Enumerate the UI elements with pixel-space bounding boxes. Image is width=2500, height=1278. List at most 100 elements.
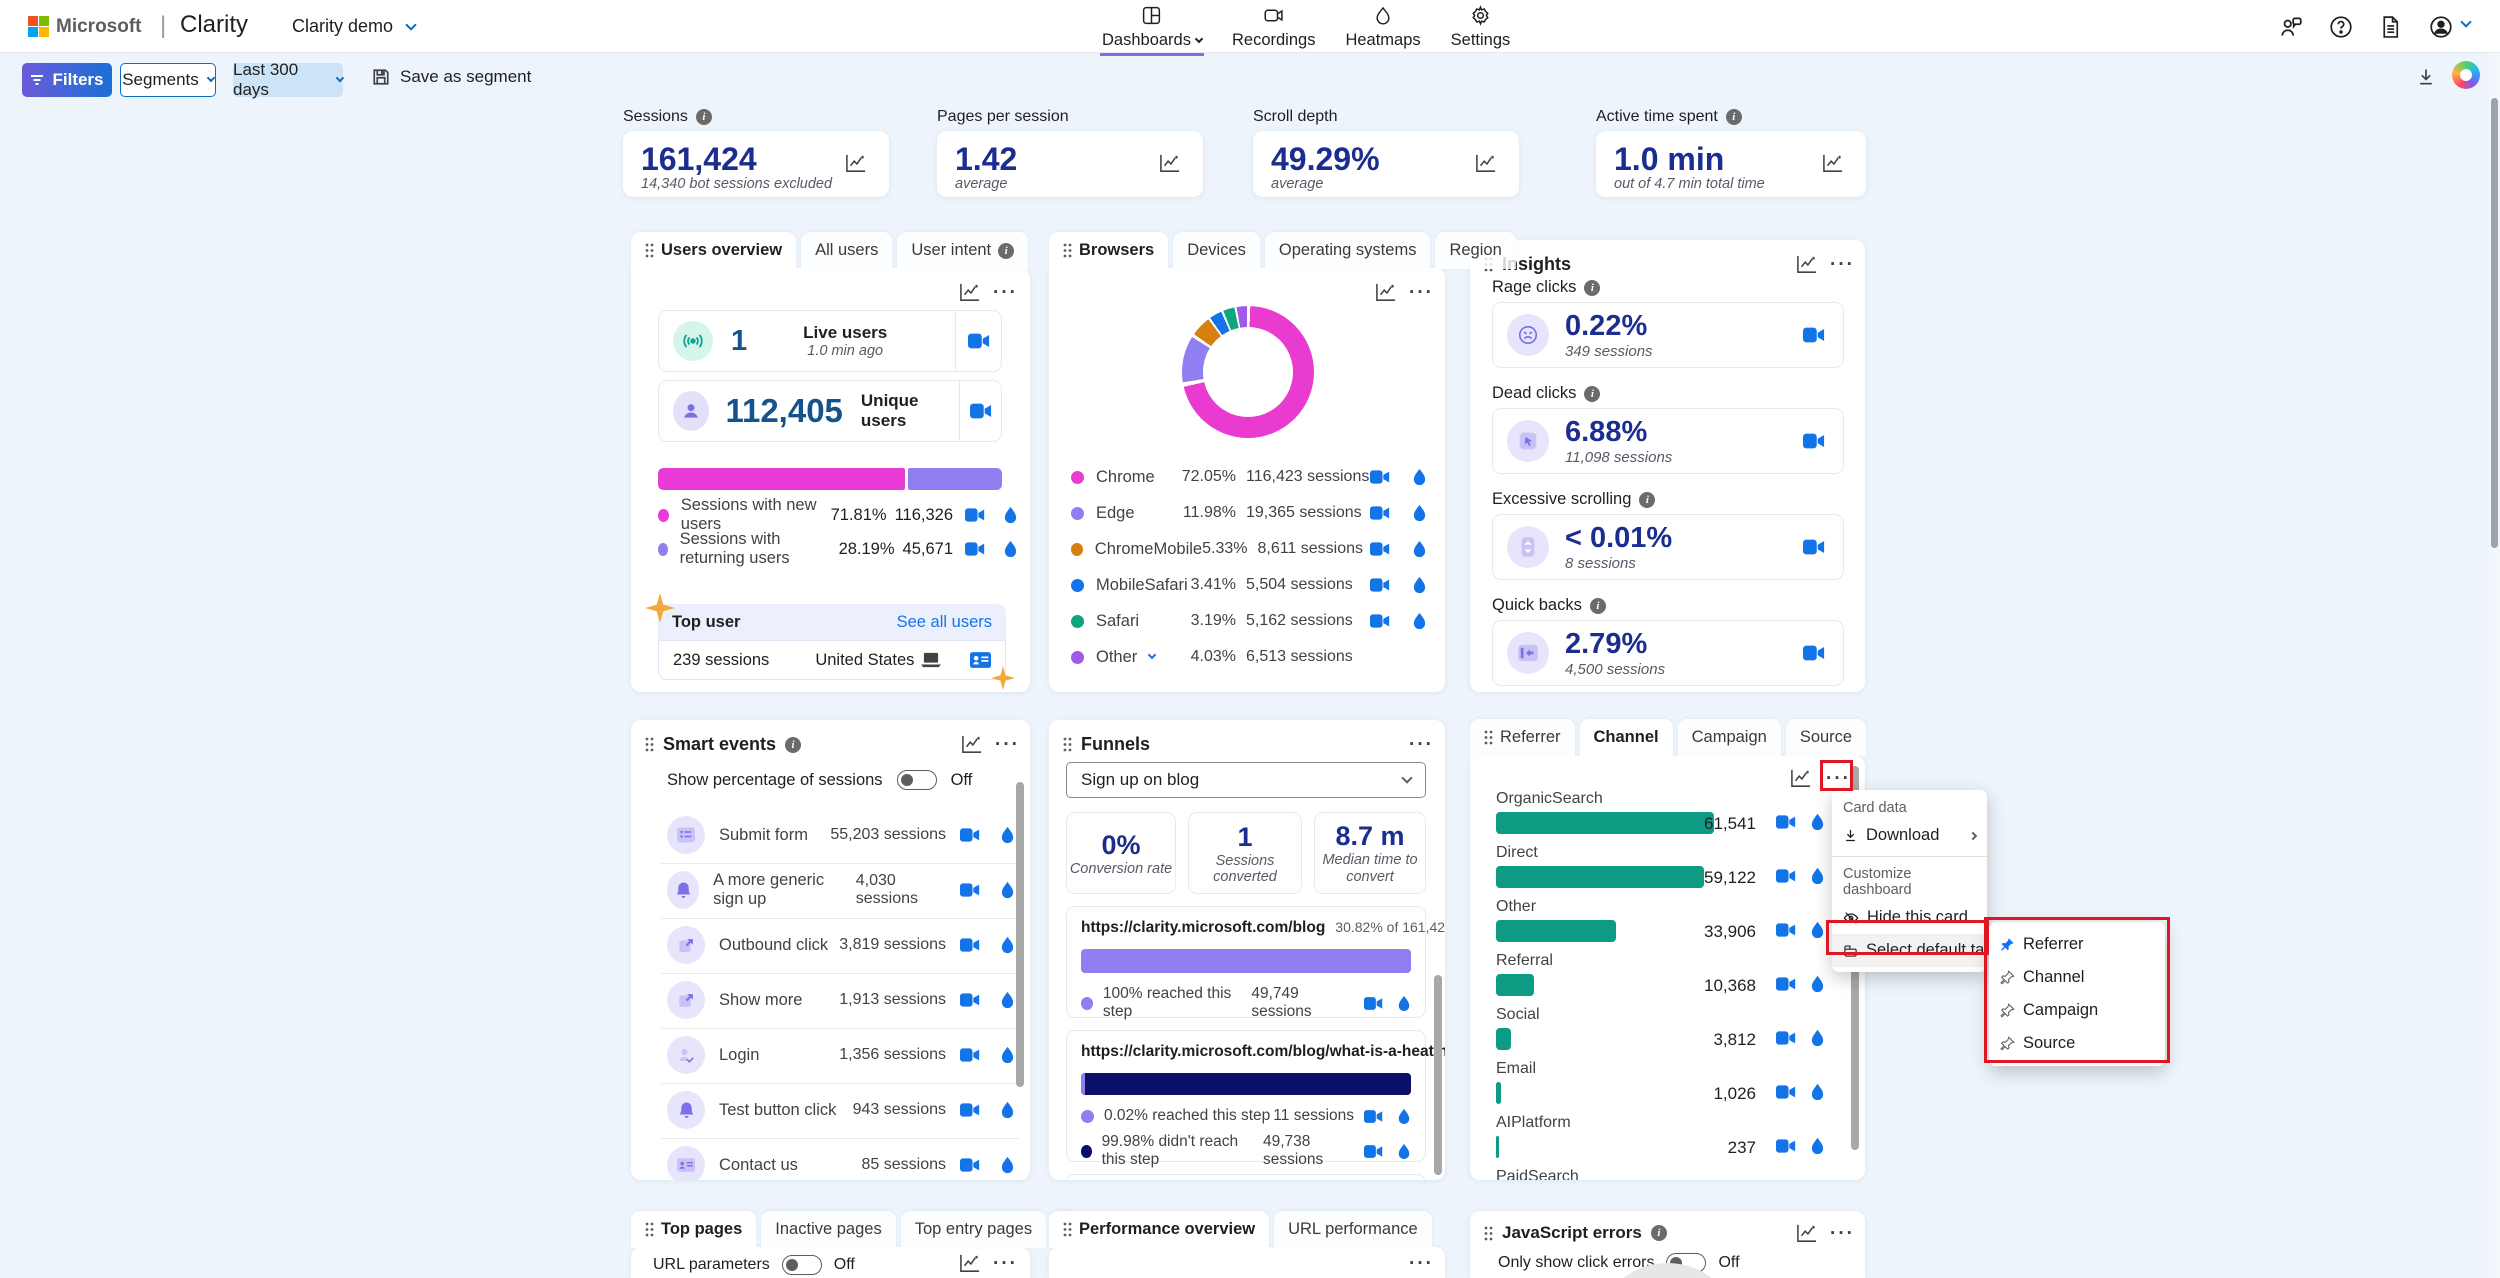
heatmap-icon[interactable]: [1810, 1137, 1825, 1155]
watch-recordings-icon[interactable]: [960, 1102, 980, 1118]
drag-handle-icon[interactable]: [645, 243, 654, 258]
heatmap-icon[interactable]: [1810, 867, 1825, 885]
heatmap-icon[interactable]: [1000, 881, 1015, 899]
watch-recordings-icon[interactable]: [960, 937, 980, 953]
submenu-item-campaign[interactable]: Campaign: [1989, 994, 2165, 1027]
card-menu-button[interactable]: ···: [993, 1253, 1018, 1274]
nav-settings[interactable]: Settings: [1449, 3, 1513, 56]
watch-recordings-icon[interactable]: [1370, 469, 1390, 485]
nav-recordings[interactable]: Recordings: [1230, 3, 1317, 56]
watch-recordings-icon[interactable]: [965, 541, 985, 557]
heatmap-icon[interactable]: [1397, 995, 1411, 1012]
watch-recordings-icon[interactable]: [1803, 538, 1825, 556]
trend-icon[interactable]: [1796, 254, 1818, 274]
card-scrollbar-thumb[interactable]: [1434, 975, 1442, 1175]
trend-icon[interactable]: [1796, 1223, 1818, 1243]
info-icon[interactable]: i: [1584, 279, 1601, 296]
heatmap-icon[interactable]: [1397, 1143, 1411, 1160]
tab-inactive-pages[interactable]: Inactive pages: [761, 1211, 896, 1248]
watch-recordings-icon[interactable]: [960, 992, 980, 1008]
top-user-row[interactable]: 239 sessions United States: [658, 640, 1006, 680]
trend-icon[interactable]: [959, 282, 981, 302]
watch-recordings-icon[interactable]: [965, 507, 985, 523]
heatmap-icon[interactable]: [1000, 1156, 1015, 1174]
funnel-selector[interactable]: Sign up on blog: [1066, 762, 1426, 798]
tab-performance-overview[interactable]: Performance overview: [1049, 1211, 1270, 1248]
card-scrollbar-thumb[interactable]: [1016, 782, 1024, 1087]
download-dashboard-icon[interactable]: [2416, 67, 2436, 87]
tab-all-users[interactable]: All users: [801, 232, 893, 269]
menu-item-select-default-tab[interactable]: Select default tab: [1832, 934, 2006, 967]
info-icon[interactable]: i: [1589, 597, 1606, 614]
info-icon[interactable]: i: [1725, 109, 1742, 125]
heatmap-icon[interactable]: [1397, 1108, 1411, 1125]
heatmap-icon[interactable]: [1000, 1101, 1015, 1119]
tab-browsers[interactable]: Browsers: [1049, 232, 1169, 269]
card-menu-button[interactable]: ···: [993, 282, 1018, 303]
nav-heatmaps[interactable]: Heatmaps: [1343, 3, 1422, 56]
page-scrollbar[interactable]: [2489, 53, 2500, 1278]
help-icon[interactable]: [2328, 14, 2354, 40]
watch-recordings-icon[interactable]: [960, 1047, 980, 1063]
info-icon[interactable]: i: [1650, 1225, 1667, 1241]
heatmap-icon[interactable]: [1412, 468, 1427, 486]
channel-bar[interactable]: [1496, 812, 1714, 834]
watch-recordings-icon[interactable]: [955, 311, 1001, 371]
watch-recordings-icon[interactable]: [1370, 577, 1390, 593]
card-menu-button[interactable]: ···: [1409, 734, 1434, 755]
drag-handle-icon[interactable]: [1484, 1226, 1493, 1241]
user-profile-card-icon[interactable]: [970, 652, 991, 668]
date-range-dropdown[interactable]: Last 300 days: [233, 60, 345, 99]
tab-devices[interactable]: Devices: [1173, 232, 1260, 269]
drag-handle-icon[interactable]: [645, 737, 654, 752]
trend-icon[interactable]: [1475, 153, 1497, 173]
watch-recordings-icon[interactable]: [1776, 1138, 1796, 1154]
tab-user-intent[interactable]: User intent i: [897, 232, 1029, 269]
channel-bar[interactable]: [1496, 974, 1534, 996]
trend-icon[interactable]: [1790, 768, 1812, 788]
copilot-icon[interactable]: [2452, 61, 2480, 89]
submenu-item-referrer[interactable]: Referrer: [1989, 928, 2165, 961]
watch-recordings-icon[interactable]: [959, 381, 1001, 441]
channel-bar[interactable]: [1496, 1028, 1511, 1050]
watch-recordings-icon[interactable]: [1776, 922, 1796, 938]
watch-recordings-icon[interactable]: [1776, 1030, 1796, 1046]
heatmap-icon[interactable]: [1000, 1046, 1015, 1064]
tab-source[interactable]: Source: [1785, 719, 1867, 756]
tab-region[interactable]: Region: [1435, 232, 1516, 269]
see-all-users-link[interactable]: See all users: [896, 612, 992, 631]
tab-url-performance[interactable]: URL performance: [1274, 1211, 1432, 1248]
heatmap-icon[interactable]: [1412, 504, 1427, 522]
channel-bar[interactable]: [1496, 1136, 1499, 1158]
channel-bar[interactable]: [1496, 920, 1616, 942]
drag-handle-icon[interactable]: [1063, 243, 1072, 258]
tab-top-pages[interactable]: Top pages: [631, 1211, 757, 1248]
heatmap-icon[interactable]: [1000, 936, 1015, 954]
tab-channel[interactable]: Channel: [1579, 719, 1673, 756]
chevron-down-icon[interactable]: [1148, 650, 1157, 660]
info-icon[interactable]: i: [1639, 491, 1656, 508]
watch-recordings-icon[interactable]: [1776, 1084, 1796, 1100]
submenu-item-source[interactable]: Source: [1989, 1027, 2165, 1060]
heatmap-icon[interactable]: [1003, 540, 1018, 558]
watch-recordings-icon[interactable]: [960, 1157, 980, 1173]
channel-bar[interactable]: [1496, 866, 1704, 888]
heatmap-icon[interactable]: [1810, 1029, 1825, 1047]
info-icon[interactable]: i: [695, 109, 712, 125]
watch-recordings-icon[interactable]: [1370, 505, 1390, 521]
save-as-segment-button[interactable]: Save as segment: [372, 67, 531, 87]
watch-recordings-icon[interactable]: [1803, 644, 1825, 662]
heatmap-icon[interactable]: [1003, 506, 1018, 524]
menu-item-hide-card[interactable]: Hide this card: [1832, 901, 1987, 934]
project-selector[interactable]: Clarity demo: [292, 16, 417, 37]
watch-recordings-icon[interactable]: [1364, 1109, 1383, 1124]
card-menu-button[interactable]: ···: [1409, 282, 1434, 303]
feedback-icon[interactable]: [2278, 14, 2304, 40]
page-scrollbar-thumb[interactable]: [2491, 98, 2498, 548]
tab-campaign[interactable]: Campaign: [1677, 719, 1781, 756]
watch-recordings-icon[interactable]: [960, 827, 980, 843]
docs-icon[interactable]: [2378, 14, 2403, 40]
trend-icon[interactable]: [1159, 153, 1181, 173]
watch-recordings-icon[interactable]: [1776, 976, 1796, 992]
tab-users-overview[interactable]: Users overview: [631, 232, 797, 269]
